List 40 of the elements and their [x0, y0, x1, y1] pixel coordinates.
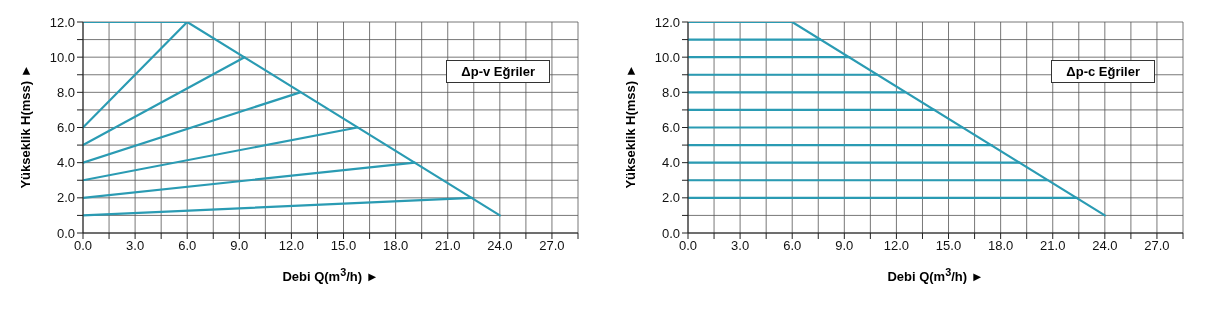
y-tick-label: 4.0	[661, 155, 680, 171]
x-tick-label: 12.0	[883, 238, 910, 254]
x-tick-label: 15.0	[935, 238, 962, 254]
x-tick-label: 27.0	[1144, 238, 1170, 254]
x-tick-label: 24.0	[1092, 238, 1118, 254]
x-tick-label: 27.0	[539, 238, 565, 254]
y-tick-label: 2.0	[56, 190, 75, 206]
x-tick-label: 18.0	[382, 238, 409, 254]
x-tick-label: 9.0	[835, 238, 854, 254]
x-tick-label: 15.0	[330, 238, 357, 254]
y-tick-label: 10.0	[654, 49, 680, 65]
y-tick-label: 8.0	[56, 84, 75, 100]
annotation: Δp-v Eğriler	[446, 60, 550, 83]
y-axis-title: Yükseklik H(mss) ►	[622, 62, 638, 191]
x-tick-label: 0.0	[73, 238, 93, 254]
x-tick-label: 6.0	[178, 238, 197, 254]
x-axis-title: Debi Q(m$^{3}$/h) ►	[886, 266, 985, 285]
x-tick-label: 0.0	[678, 238, 698, 254]
y-tick-label: 6.0	[56, 120, 75, 136]
y-axis-title: Yükseklik H(mss) ►	[17, 62, 33, 191]
x-tick-label: 24.0	[487, 238, 513, 254]
x-tick-label: 3.0	[126, 238, 145, 254]
x-tick-label: 21.0	[435, 238, 461, 254]
y-tick-label: 12.0	[654, 14, 680, 30]
annotation: Δp-c Eğriler	[1051, 60, 1155, 83]
y-tick-label: 0.0	[661, 225, 680, 241]
y-tick-label: 8.0	[661, 84, 680, 100]
x-tick-label: 18.0	[987, 238, 1014, 254]
x-tick-label: 21.0	[1040, 238, 1066, 254]
y-tick-label: 12.0	[49, 14, 75, 30]
y-tick-label: 4.0	[56, 155, 75, 171]
y-tick-label: 2.0	[661, 190, 680, 206]
y-tick-label: 10.0	[49, 49, 75, 65]
x-tick-label: 6.0	[783, 238, 802, 254]
y-tick-label: 6.0	[661, 120, 680, 136]
x-tick-label: 9.0	[230, 238, 249, 254]
x-axis-title: Debi Q(m$^{3}$/h) ►	[281, 266, 380, 285]
y-tick-label: 0.0	[56, 225, 75, 241]
x-tick-label: 3.0	[731, 238, 750, 254]
x-tick-label: 12.0	[278, 238, 305, 254]
